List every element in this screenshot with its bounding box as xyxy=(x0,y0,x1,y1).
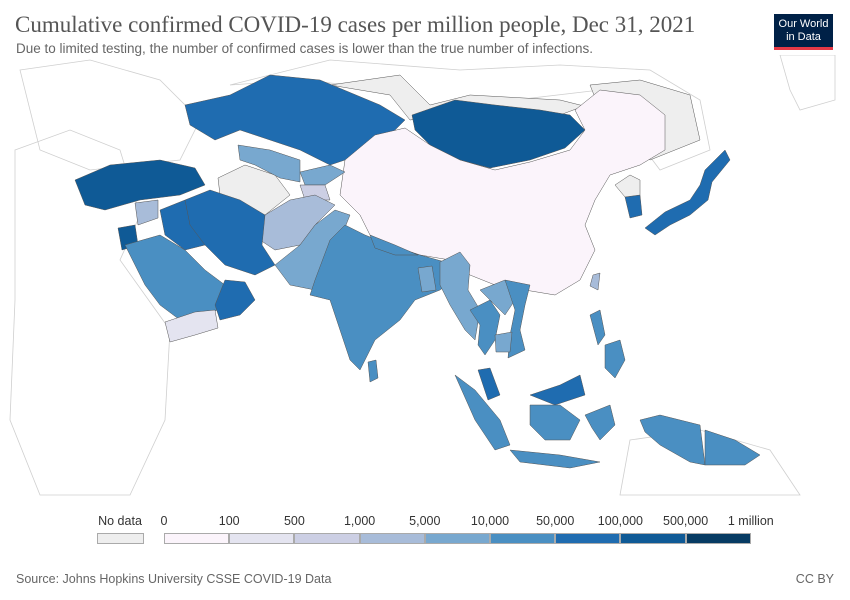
country-papua-new-guinea[interactable] xyxy=(704,429,761,466)
legend-break-label: 1 million xyxy=(727,514,774,528)
country-yemen[interactable] xyxy=(164,309,219,343)
legend-color-bin[interactable] xyxy=(555,533,621,544)
country-nepal[interactable] xyxy=(369,234,419,256)
legend-color-bin[interactable] xyxy=(164,533,230,544)
country-oman[interactable] xyxy=(214,279,256,321)
legend-color-bin[interactable] xyxy=(685,533,751,544)
country-uzbekistan[interactable] xyxy=(237,144,301,183)
legend-color-bin[interactable] xyxy=(294,533,360,544)
country-kyrgyzstan[interactable] xyxy=(299,164,346,186)
country-syria[interactable] xyxy=(134,199,159,226)
country-japan[interactable] xyxy=(644,149,731,236)
world-map xyxy=(9,55,836,496)
country-south-korea[interactable] xyxy=(624,194,643,219)
owid-logo[interactable]: Our World in Data xyxy=(774,14,833,50)
country-taiwan[interactable] xyxy=(589,272,601,291)
chart-subtitle: Due to limited testing, the number of co… xyxy=(16,41,594,56)
license-label[interactable]: CC BY xyxy=(795,572,834,586)
country-iraq[interactable] xyxy=(159,199,206,251)
country-cambodia[interactable] xyxy=(494,331,513,353)
country-philippines[interactable] xyxy=(589,309,626,379)
surrounding-outlines xyxy=(9,55,836,496)
source-note: Source: Johns Hopkins University CSSE CO… xyxy=(16,572,332,586)
legend-nodata-swatch xyxy=(97,533,144,544)
legend-color-bin[interactable] xyxy=(490,533,556,544)
legend-break-label: 1,000 xyxy=(343,514,376,528)
legend-break-label: 5,000 xyxy=(409,514,441,528)
legend-break-label: 0 xyxy=(160,514,168,528)
country-indonesia[interactable] xyxy=(454,374,706,469)
legend-color-bin[interactable] xyxy=(424,533,490,544)
legend: No data 0 100 500 1,000 5,000 10,000 50,000 100… xyxy=(0,510,850,550)
alaska-outline xyxy=(779,55,836,111)
chart-title: Cumulative confirmed COVID-19 cases per … xyxy=(15,12,696,37)
legend-color-bin[interactable] xyxy=(229,533,295,544)
legend-break-label: 500,000 xyxy=(663,514,709,528)
country-north-korea[interactable] xyxy=(614,174,641,198)
legend-break-label: 100,000 xyxy=(597,514,643,528)
country-sri-lanka[interactable] xyxy=(367,359,379,383)
logo-line-2: in Data xyxy=(786,31,821,43)
country-malaysia[interactable] xyxy=(477,367,586,406)
europe-outline xyxy=(19,59,201,171)
legend-break-label: 100 xyxy=(218,514,240,528)
country-laos[interactable] xyxy=(479,279,516,316)
logo-line-1: Our World xyxy=(778,18,829,30)
legend-break-label: 10,000 xyxy=(470,514,510,528)
legend-break-label: 50,000 xyxy=(536,514,575,528)
country-myanmar[interactable] xyxy=(439,251,481,341)
africa-outline xyxy=(9,129,171,496)
legend-color-bin[interactable] xyxy=(620,533,686,544)
legend-nodata-label: No data xyxy=(98,514,142,528)
country-bangladesh[interactable] xyxy=(417,265,437,293)
legend-break-label: 500 xyxy=(283,514,305,528)
country-turkey[interactable] xyxy=(74,159,206,211)
country-thailand[interactable] xyxy=(469,299,501,356)
country-layer xyxy=(74,74,761,469)
legend-color-bin[interactable] xyxy=(359,533,425,544)
